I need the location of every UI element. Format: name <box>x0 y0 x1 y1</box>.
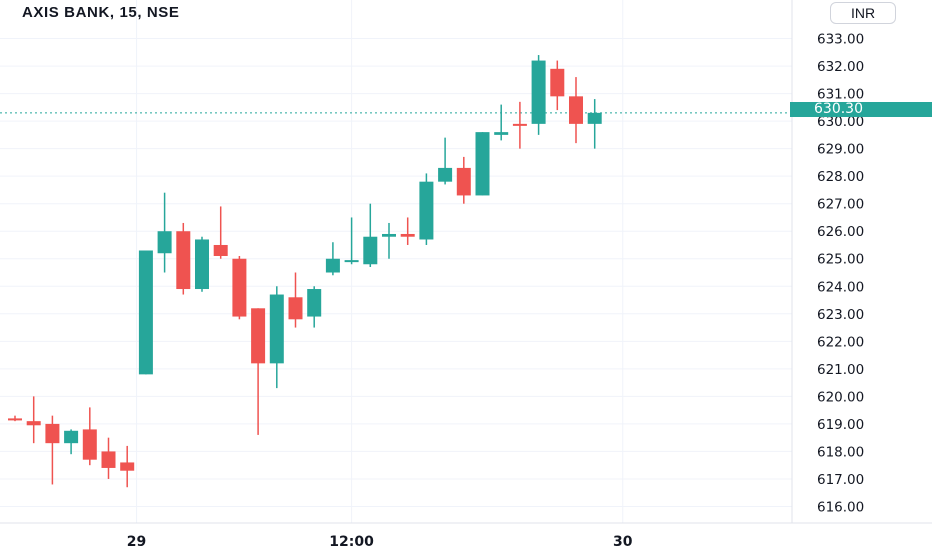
candle[interactable] <box>307 286 322 328</box>
price-tick-label: 633.00 <box>817 32 864 48</box>
price-tick-label: 629.00 <box>817 142 864 158</box>
candle-body <box>344 260 359 263</box>
price-tick-label: 624.00 <box>817 279 864 295</box>
candle-body <box>382 233 396 237</box>
candle-body <box>157 231 172 254</box>
candle-body <box>419 181 434 240</box>
price-tick-label: 632.00 <box>817 59 864 75</box>
candle-body <box>101 451 116 468</box>
candle-body <box>512 123 527 126</box>
candle[interactable] <box>325 242 340 276</box>
candle[interactable] <box>512 101 527 149</box>
candle-body <box>438 167 453 182</box>
time-tick-label: 30 <box>613 534 633 550</box>
candle-body <box>138 250 153 375</box>
candle-body <box>531 60 546 124</box>
candle-body <box>456 167 471 196</box>
candle[interactable] <box>138 250 153 375</box>
candle-body <box>82 429 97 460</box>
price-axis[interactable]: 616.00 617.00 618.00 619.00 620.00 621.00 622.… <box>817 32 864 516</box>
price-tick-label: 626.00 <box>817 224 864 240</box>
candle-body <box>363 236 378 265</box>
candle[interactable] <box>494 104 509 141</box>
price-tick-label: 620.00 <box>817 389 864 405</box>
price-tick-label: 623.00 <box>817 307 864 323</box>
currency-button[interactable]: INR <box>830 2 896 24</box>
candle-body <box>307 289 322 317</box>
candle-body <box>176 231 191 290</box>
price-tick-label: 627.00 <box>817 197 864 213</box>
candle[interactable] <box>400 217 415 245</box>
candle[interactable] <box>26 396 41 444</box>
candle[interactable] <box>64 429 79 455</box>
candle[interactable] <box>45 415 60 485</box>
candle-body <box>550 68 565 97</box>
candle-body <box>400 233 415 237</box>
candle[interactable] <box>269 286 284 389</box>
candle[interactable] <box>363 203 378 268</box>
candle[interactable] <box>382 222 396 259</box>
candle[interactable] <box>176 222 191 295</box>
candle-body <box>288 297 303 320</box>
candle-body <box>325 258 340 273</box>
price-tick-label: 628.00 <box>817 169 864 185</box>
candle[interactable] <box>531 55 546 135</box>
candle-body <box>475 132 490 196</box>
candle[interactable] <box>550 60 565 111</box>
candle[interactable] <box>587 99 602 149</box>
candle[interactable] <box>8 415 22 422</box>
candle[interactable] <box>101 437 116 479</box>
price-tick-label: 621.00 <box>817 362 864 378</box>
candle-body <box>269 294 284 364</box>
price-tick-label: 617.00 <box>817 472 864 488</box>
candle[interactable] <box>456 156 471 204</box>
time-axis[interactable]: 29 12:00 30 <box>127 534 633 550</box>
candle-body <box>213 244 228 256</box>
candle[interactable] <box>475 132 490 196</box>
candle-body <box>8 418 22 421</box>
candle-body <box>64 430 79 444</box>
candle[interactable] <box>213 206 228 259</box>
price-tick-label: 630.00 <box>817 114 864 130</box>
time-tick-label: 29 <box>127 534 146 550</box>
candle[interactable] <box>232 255 247 320</box>
candle-body <box>26 421 41 426</box>
candle[interactable] <box>251 308 266 435</box>
candle[interactable] <box>419 173 434 245</box>
candle[interactable] <box>120 445 135 488</box>
price-tick-label: 622.00 <box>817 334 864 350</box>
candles[interactable] <box>8 55 602 488</box>
price-tick-label: 616.00 <box>817 499 864 515</box>
price-tick-label: 619.00 <box>817 417 864 433</box>
candle-body <box>232 258 247 317</box>
candle[interactable] <box>195 236 209 292</box>
candle-body <box>587 112 602 124</box>
candle[interactable] <box>82 407 97 466</box>
last-price-tag: 630.30 <box>790 102 932 117</box>
candle[interactable] <box>569 77 583 144</box>
chart-title: AXIS BANK, 15, NSE <box>22 4 180 21</box>
candle[interactable] <box>157 192 172 273</box>
candle[interactable] <box>288 272 303 328</box>
candle[interactable] <box>344 217 359 265</box>
candle[interactable] <box>438 137 453 185</box>
candle-body <box>195 239 209 290</box>
time-tick-label: 12:00 <box>329 534 374 550</box>
candle-body <box>120 462 135 471</box>
candle-body <box>494 132 509 135</box>
grid <box>0 0 792 523</box>
price-tick-label: 631.00 <box>817 87 864 103</box>
candle-body <box>251 308 266 364</box>
price-tick-label: 625.00 <box>817 252 864 268</box>
price-tick-label: 618.00 <box>817 444 864 460</box>
candle-body <box>569 96 583 124</box>
candle-body <box>45 423 60 444</box>
